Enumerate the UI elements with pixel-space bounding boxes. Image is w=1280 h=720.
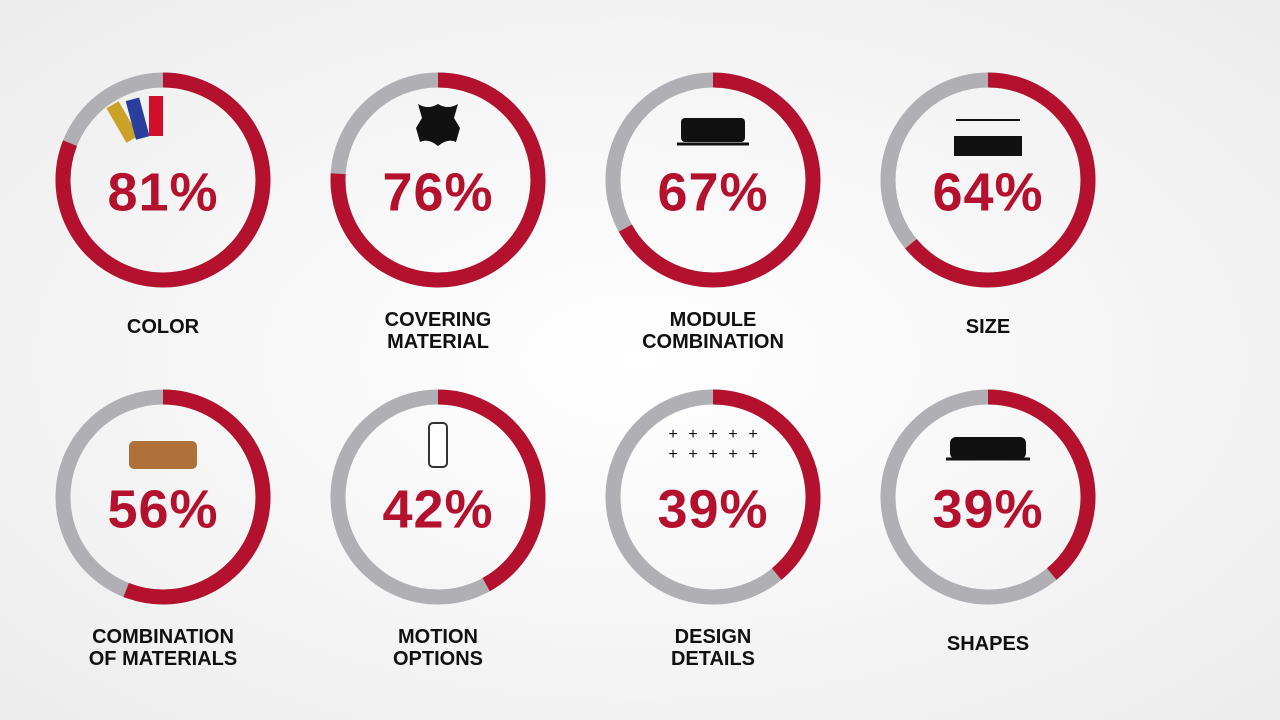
icon (125, 97, 150, 140)
gauge: 56% (55, 389, 271, 605)
gauge: 67% (605, 72, 821, 288)
icon (681, 118, 745, 142)
gauge: 42% (330, 389, 546, 605)
value-label: 39% (932, 479, 1043, 539)
icon (149, 96, 163, 136)
gauge: 64% (880, 72, 1096, 288)
category-label: COVERING MATERIAL (384, 309, 492, 353)
icon (416, 104, 460, 146)
value-label: 56% (107, 479, 218, 539)
icon: + (708, 426, 717, 443)
icon: + (708, 446, 717, 463)
category-label: SHAPES (946, 633, 1030, 655)
gauge-arc (55, 72, 271, 288)
category-label: COLOR (126, 316, 200, 338)
gauge: 76% (330, 72, 546, 288)
gauge: + + + + + + + + + +39% (605, 389, 821, 605)
icon: + (728, 446, 737, 463)
icon: + (688, 426, 697, 443)
icon: + (668, 446, 677, 463)
icon (954, 136, 1022, 156)
category-label: SIZE (965, 316, 1011, 338)
gauge-arc (618, 72, 821, 288)
gauge-arc (330, 72, 546, 288)
gauge: 81% (55, 72, 271, 288)
icon: + (668, 426, 677, 443)
icon: + (748, 426, 757, 443)
icon (129, 441, 197, 469)
gauge-arc (123, 389, 271, 605)
value-label: 76% (382, 162, 493, 222)
gauge: 39% (880, 389, 1096, 605)
gauge-arc (437, 389, 546, 592)
category-label: MOTION OPTIONS (392, 626, 483, 670)
value-label: 67% (657, 162, 768, 222)
category-label: DESIGN DETAILS (670, 626, 756, 670)
icon (950, 437, 1026, 459)
gauge-arc (712, 389, 821, 580)
category-label: MODULE COMBINATION (642, 309, 784, 353)
value-label: 81% (107, 162, 218, 222)
icon: + (748, 446, 757, 463)
icon: + (688, 446, 697, 463)
value-label: 39% (657, 479, 768, 539)
icon: + (728, 426, 737, 443)
gauge-arc (905, 72, 1096, 288)
icon (428, 422, 448, 468)
value-label: 64% (932, 162, 1043, 222)
gauge-arc (987, 389, 1096, 580)
value-label: 42% (382, 479, 493, 539)
icon (106, 101, 139, 143)
category-label: COMBINATION OF MATERIALS (88, 626, 238, 670)
